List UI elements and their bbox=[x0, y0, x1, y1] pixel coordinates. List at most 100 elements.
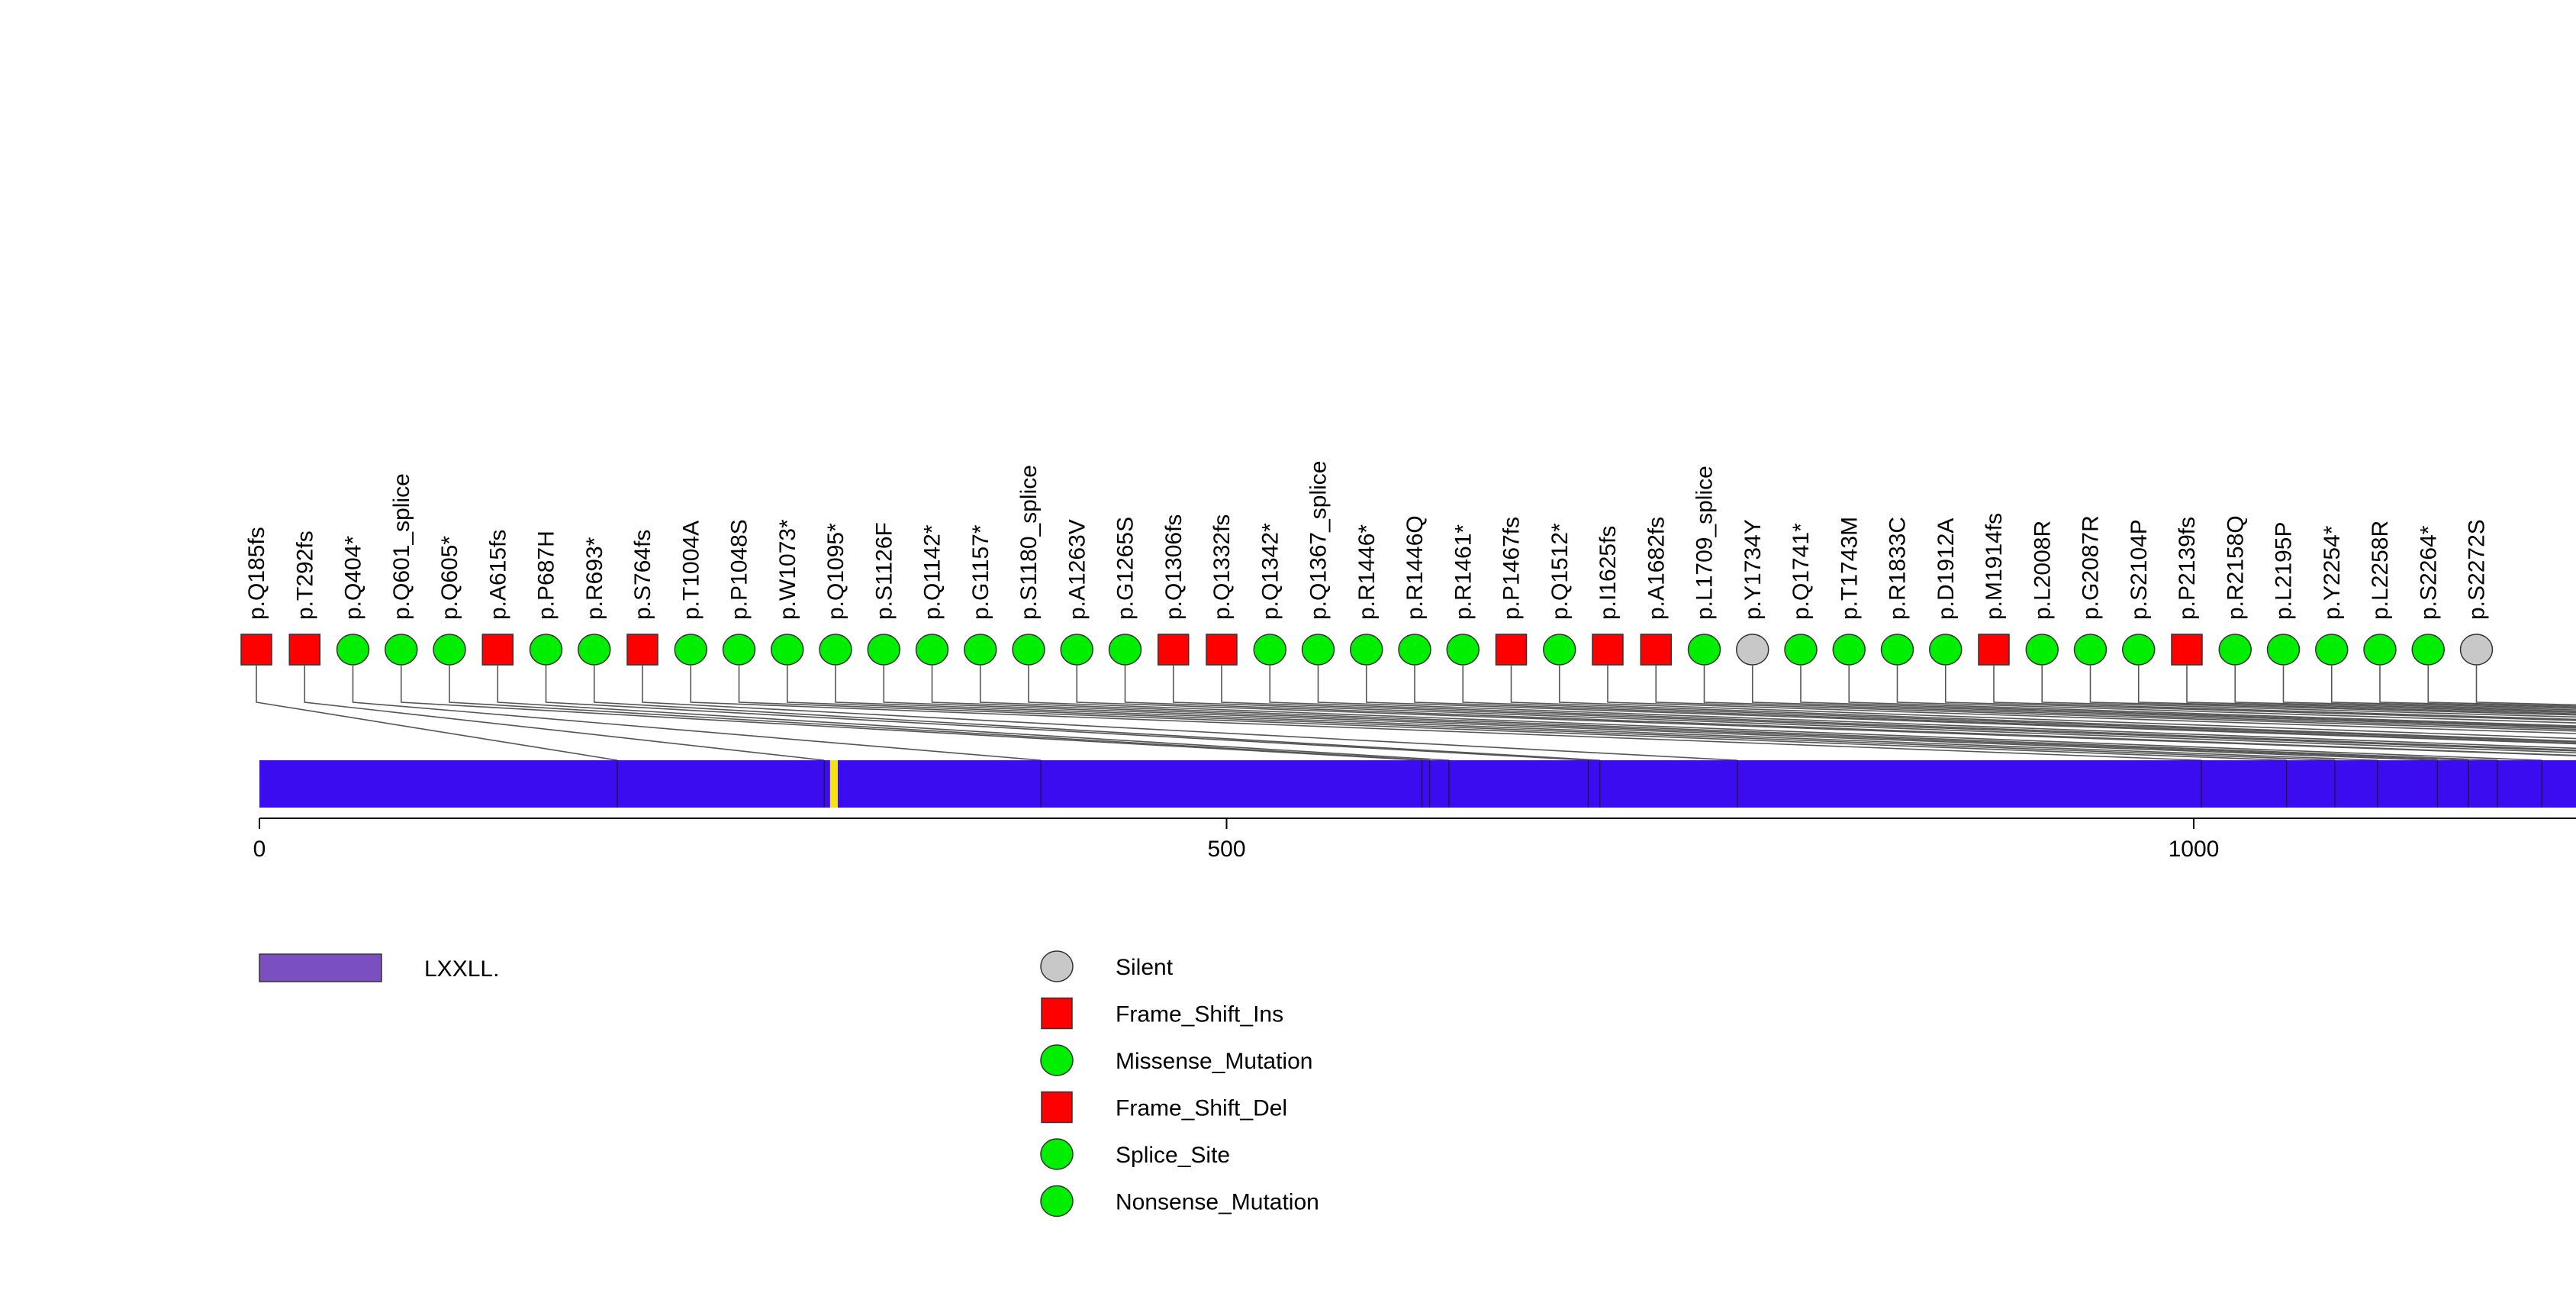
legend-label-frame-shift-ins: Frame_Shift_Ins bbox=[1116, 1002, 1283, 1027]
mutation-label-p-r2158q: p.R2158Q bbox=[2223, 515, 2248, 620]
connector-p-r2158q bbox=[2234, 666, 2576, 712]
connector-p-t1004a bbox=[690, 666, 2202, 761]
mutation-label-p-w1073star: p.W1073* bbox=[775, 519, 800, 620]
connector-p-g1265s bbox=[1124, 666, 2576, 756]
connector-p-s2264star bbox=[2427, 666, 2576, 707]
connector-p-i1625fs bbox=[1607, 666, 2576, 734]
mutation-label-p-r1446star: p.R1446* bbox=[1354, 524, 1380, 620]
marker-p-q1367-splice bbox=[1301, 634, 1335, 666]
connector-p-g1157star bbox=[979, 666, 2498, 761]
mutation-label-p-d1912a: p.D1912A bbox=[1934, 518, 1959, 620]
legend-marker-frame-shift-ins bbox=[1041, 997, 1073, 1030]
marker-p-i1625fs bbox=[1592, 634, 1624, 666]
domain-mark-1 bbox=[829, 760, 838, 808]
marker-p-l2195p bbox=[2266, 634, 2301, 666]
marker-p-p2139fs bbox=[2171, 634, 2203, 666]
marker-p-q1306fs bbox=[1158, 634, 1190, 666]
mutation-label-p-q1512star: p.Q1512* bbox=[1547, 523, 1573, 620]
connector-p-y2254star bbox=[2330, 666, 2576, 709]
marker-p-g1157star bbox=[964, 634, 997, 666]
legend-label-nonsense-mutation: Nonsense_Mutation bbox=[1116, 1190, 1319, 1215]
marker-p-q601-splice bbox=[385, 634, 418, 666]
marker-p-q605star bbox=[433, 634, 466, 666]
mutation-type-legend: Silent Frame_Shift_Ins Missense_Mutation Fr… bbox=[1040, 950, 1319, 1217]
connector-p-p2139fs bbox=[2186, 666, 2576, 714]
marker-p-y2254star bbox=[2315, 634, 2349, 666]
legend-marker-nonsense-mutation bbox=[1040, 1185, 1074, 1217]
marker-p-s2104p bbox=[2122, 634, 2156, 666]
marker-p-r1833c bbox=[1880, 634, 1914, 666]
mutation-label-p-a1682fs: p.A1682fs bbox=[1644, 517, 1669, 620]
connector-p-p1467fs bbox=[1510, 666, 2576, 742]
marker-p-w1073star bbox=[771, 634, 804, 666]
mutation-label-p-r1446q: p.R1446Q bbox=[1402, 515, 1428, 620]
mutation-label-p-g2087r: p.G2087R bbox=[2079, 515, 2104, 620]
marker-p-p1467fs bbox=[1495, 634, 1528, 666]
connector-p-s764fs bbox=[642, 666, 1737, 761]
connector-p-r1833c bbox=[1896, 666, 2576, 724]
mutation-label-p-t292fs: p.T292fs bbox=[292, 531, 317, 620]
connector-p-q601-splice bbox=[400, 666, 1422, 761]
connector-p-r693star bbox=[593, 666, 1600, 761]
marker-p-a1682fs bbox=[1640, 634, 1672, 666]
connector-lines bbox=[256, 666, 2576, 761]
mutation-markers bbox=[240, 634, 2494, 666]
mutation-label-p-p2139fs: p.P2139fs bbox=[2175, 517, 2200, 620]
connector-p-y1734y bbox=[1751, 666, 2576, 729]
connector-p-q1741star bbox=[1800, 666, 2576, 728]
marker-p-y1734y bbox=[1736, 634, 1769, 666]
mutation-label-p-q605star: p.Q605* bbox=[437, 536, 462, 620]
mutation-label-p-y2254star: p.Y2254* bbox=[2320, 525, 2345, 620]
connector-p-t292fs bbox=[304, 666, 825, 761]
mutation-label-p-q1306fs: p.Q1306fs bbox=[1161, 514, 1187, 620]
mutation-label-p-s1180-splice: p.S1180_splice bbox=[1016, 465, 1042, 620]
marker-p-t292fs bbox=[288, 634, 320, 666]
marker-p-r1446q bbox=[1398, 634, 1431, 666]
legend-label-missense-mutation: Missense_Mutation bbox=[1116, 1049, 1312, 1074]
marker-p-q404star bbox=[336, 634, 370, 666]
protein-bar bbox=[259, 760, 2576, 808]
mutation-label-p-r1833c: p.R1833C bbox=[1885, 517, 1911, 620]
mutation-label-p-p1467fs: p.P1467fs bbox=[1499, 517, 1525, 620]
mutation-label-p-s2104p: p.S2104P bbox=[2127, 519, 2152, 620]
connector-p-q1512star bbox=[1558, 666, 2576, 740]
marker-p-l2008r bbox=[2025, 634, 2059, 666]
mutation-label-p-l1709-splice: p.L1709_splice bbox=[1692, 466, 1718, 620]
connector-p-q1306fs bbox=[1172, 666, 2576, 753]
mutation-label-p-q1332fs: p.Q1332fs bbox=[1209, 514, 1235, 620]
mutation-labels: p.Q185fs p.T292fs p.Q404* p.Q601_splice p.Q6… bbox=[244, 461, 2490, 620]
protein-backbone bbox=[259, 760, 2576, 808]
marker-p-d1912a bbox=[1929, 634, 1963, 666]
mutation-label-p-l2195p: p.L2195P bbox=[2272, 522, 2297, 620]
mutation-label-p-r693star: p.R693* bbox=[582, 537, 607, 620]
mutation-label-p-y1734y: p.Y1734Y bbox=[1740, 519, 1766, 620]
connector-p-q185fs bbox=[256, 666, 618, 761]
marker-p-g1265s bbox=[1108, 634, 1142, 666]
marker-p-r1446star bbox=[1350, 634, 1383, 666]
connector-p-a615fs bbox=[497, 666, 1450, 761]
mutation-label-p-l2008r: p.L2008R bbox=[2030, 521, 2055, 620]
x-tick-label-1000: 1000 bbox=[2169, 837, 2220, 862]
connector-p-m1914fs bbox=[1993, 666, 2576, 721]
marker-p-q1142star bbox=[915, 634, 949, 666]
marker-p-l1709-splice bbox=[1687, 634, 1721, 666]
marker-p-s2272s bbox=[2459, 634, 2494, 666]
x-axis: 0500100015002000 bbox=[253, 818, 2576, 862]
connector-p-s1126f bbox=[883, 666, 2438, 761]
marker-p-s1126f bbox=[867, 634, 900, 666]
marker-p-m1914fs bbox=[1978, 634, 2010, 666]
mutation-label-p-g1265s: p.G1265S bbox=[1113, 517, 1138, 620]
mutation-label-p-r1461star: p.R1461* bbox=[1451, 524, 1476, 620]
legend-marker-missense-mutation bbox=[1040, 1044, 1074, 1076]
marker-p-t1743m bbox=[1832, 634, 1866, 666]
connector-p-t1743m bbox=[1848, 666, 2576, 727]
mutation-label-p-a1263v: p.A1263V bbox=[1064, 519, 1090, 620]
mutation-label-p-s1126f: p.S1126F bbox=[871, 522, 897, 620]
x-tick-label-0: 0 bbox=[253, 837, 266, 862]
marker-p-a1263v bbox=[1060, 634, 1093, 666]
legend-marker-silent bbox=[1040, 950, 1074, 982]
domain-legend: LXXLL. bbox=[259, 953, 499, 982]
marker-p-l2258r bbox=[2363, 634, 2397, 666]
connector-p-s1180-splice bbox=[1028, 666, 2542, 761]
